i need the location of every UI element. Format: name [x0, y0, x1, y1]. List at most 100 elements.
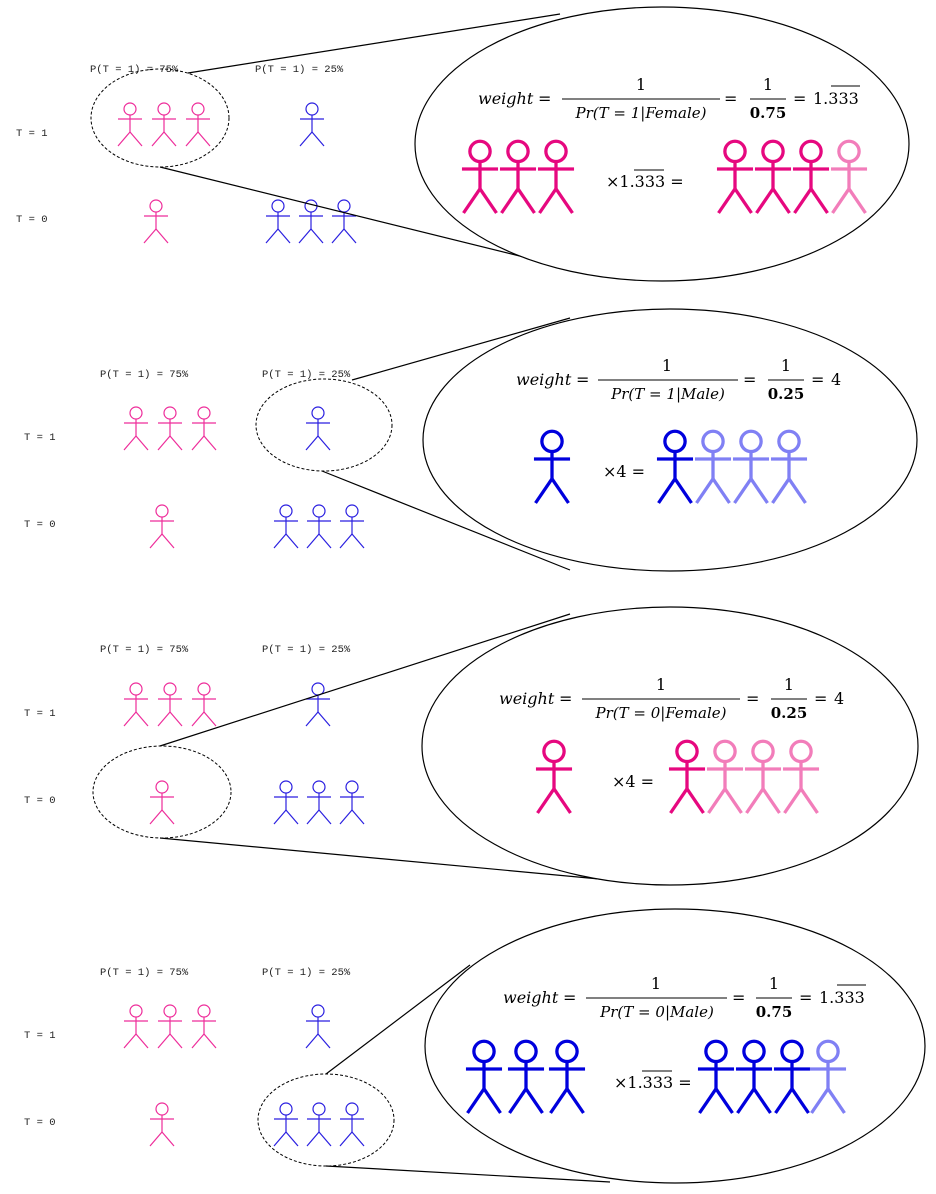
stick-figure-icon [149, 780, 175, 825]
stick-figure-icon [299, 102, 325, 147]
panel-4: P(T = 1) = 75% P(T = 1) = 25% T = 1 T = … [24, 908, 926, 1184]
stick-figure-icon [339, 504, 365, 549]
zoom-ellipse [424, 908, 926, 1184]
stick-figure-icon [123, 1004, 149, 1049]
stick-figure-icon [273, 1102, 299, 1147]
stick-figure-icon [123, 406, 149, 451]
zoom-line [159, 613, 571, 747]
formula-lhs: weight [478, 89, 534, 108]
panel-4-prob-female: P(T = 1) = 75% [100, 967, 189, 979]
stick-figure-icon [117, 102, 143, 147]
stick-figure-icon [185, 102, 211, 147]
weight-formula: weight = 1 Pr(T = 1|Female) = 1 0.75 = 1… [478, 75, 860, 122]
stick-figure-icon [191, 406, 217, 451]
formula-denominator: Pr(T = 0|Male) [599, 1003, 714, 1021]
stick-figure-icon [265, 199, 291, 244]
panel-1: P(T = 1) = 75% P(T = 1) = 25% T = 1 T = … [16, 6, 910, 282]
stick-figure-icon [305, 682, 331, 727]
selection-ellipse [90, 68, 230, 168]
formula-eq: = [563, 988, 576, 1007]
formula-eq: = [743, 370, 756, 389]
stick-figure-icon [339, 780, 365, 825]
formula-eq: = [746, 689, 759, 708]
formula-denominator: Pr(T = 1|Male) [610, 385, 725, 403]
stick-figure-icon [331, 199, 357, 244]
zoom-line [325, 1165, 611, 1183]
panel-2-row-t1: T = 1 [24, 432, 56, 444]
panel-3-prob-female: P(T = 1) = 75% [100, 644, 189, 656]
formula-numerator: 1 [656, 675, 666, 694]
panel-4-prob-male: P(T = 1) = 25% [262, 967, 351, 979]
panel-2-row-t0: T = 0 [24, 519, 56, 531]
weight-formula: weight = 1 Pr(T = 1|Male) = 1 0.25 = 4 [516, 356, 841, 403]
panel-4-row-t0: T = 0 [24, 1117, 56, 1129]
weight-formula: weight = 1 Pr(T = 0|Male) = 1 0.75 = 1.3… [503, 974, 866, 1021]
zoom-line [187, 13, 561, 74]
formula-denominator: Pr(T = 0|Female) [595, 704, 727, 722]
panel-1-prob-male: P(T = 1) = 25% [255, 64, 344, 76]
formula-result: 4 [834, 689, 844, 708]
formula-numerator: 1 [651, 974, 661, 993]
formula-denominator: 0.75 [750, 104, 787, 122]
stick-figure-icon [123, 682, 149, 727]
zoom-line [351, 317, 571, 381]
stick-figure-icon [191, 1004, 217, 1049]
formula-numerator: 1 [662, 356, 672, 375]
formula-eq: = [811, 370, 824, 389]
zoom-ellipse [414, 6, 910, 282]
formula-eq: = [538, 89, 551, 108]
multiplier: ×1.333 = [606, 172, 684, 191]
formula-numerator: 1 [769, 974, 779, 993]
formula-numerator: 1 [763, 75, 773, 94]
formula-denominator: 0.25 [768, 385, 805, 403]
formula-eq: = [799, 988, 812, 1007]
stick-figure-icon [143, 199, 169, 244]
formula-eq: = [793, 89, 806, 108]
stick-figure-icon [149, 1102, 175, 1147]
formula-denominator: 0.75 [756, 1003, 793, 1021]
multiplier: ×4 = [603, 462, 645, 481]
formula-lhs: weight [503, 988, 559, 1007]
zoom-ellipse [421, 606, 919, 886]
panel-1-prob-female: P(T = 1) = 75% [90, 64, 179, 76]
panel-3: P(T = 1) = 75% P(T = 1) = 25% T = 1 T = … [24, 606, 919, 886]
stick-figure-icon [273, 780, 299, 825]
formula-numerator: 1 [784, 675, 794, 694]
panel-2-prob-female: P(T = 1) = 75% [100, 369, 189, 381]
formula-eq: = [814, 689, 827, 708]
stick-figure-icon [157, 682, 183, 727]
formula-result: 4 [831, 370, 841, 389]
formula-eq: = [732, 988, 745, 1007]
stick-figure-icon [339, 1102, 365, 1147]
formula-eq: = [724, 89, 737, 108]
stick-figure-icon [273, 504, 299, 549]
panel-1-row-t0: T = 0 [16, 214, 48, 226]
stick-figure-icon [305, 406, 331, 451]
formula-denominator: 0.25 [771, 704, 808, 722]
multiplier: ×4 = [612, 772, 654, 791]
panel-1-row-t1: T = 1 [16, 128, 48, 140]
zoom-line [159, 166, 561, 267]
zoom-line [159, 837, 611, 881]
stick-figure-icon [149, 504, 175, 549]
stick-figure-icon [157, 1004, 183, 1049]
zoom-line [321, 470, 571, 571]
panel-4-row-t1: T = 1 [24, 1030, 56, 1042]
formula-numerator: 1 [636, 75, 646, 94]
formula-result: 1.333 [813, 89, 859, 108]
formula-denominator: Pr(T = 1|Female) [575, 104, 707, 122]
panel-3-row-t0: T = 0 [24, 795, 56, 807]
selection-ellipse [92, 745, 232, 839]
stick-figure-icon [306, 780, 332, 825]
weight-formula: weight = 1 Pr(T = 0|Female) = 1 0.25 = 4 [499, 675, 844, 722]
formula-numerator: 1 [781, 356, 791, 375]
stick-figure-icon [306, 1102, 332, 1147]
stick-figure-icon [157, 406, 183, 451]
formula-lhs: weight [499, 689, 555, 708]
stick-figure-icon [151, 102, 177, 147]
stick-figure-icon [305, 1004, 331, 1049]
selection-ellipse [255, 378, 393, 472]
stick-figure-icon [306, 504, 332, 549]
zoom-ellipse [422, 308, 918, 572]
